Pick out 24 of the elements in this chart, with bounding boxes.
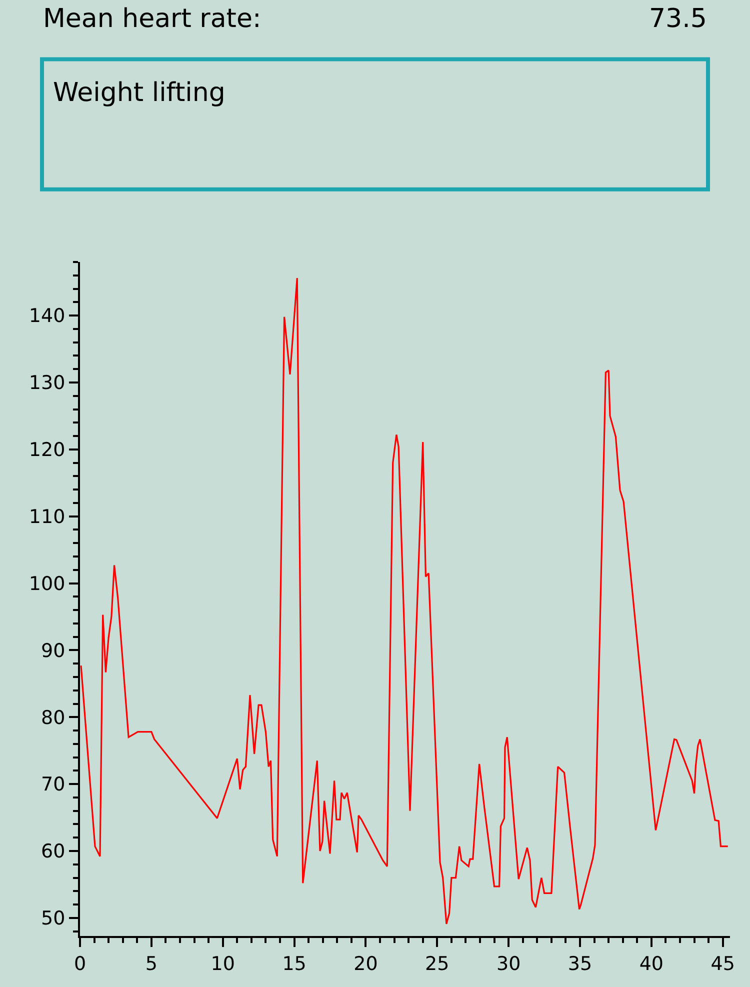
y-tick-label: 80 — [41, 706, 66, 729]
text: Weight lifting — [53, 78, 226, 108]
x-tick-label: 5 — [145, 952, 158, 975]
x-tick-label: 0 — [74, 952, 86, 975]
y-tick-label: 50 — [41, 908, 66, 930]
text: 73.5 — [649, 4, 707, 34]
y-tick-label: 90 — [41, 640, 66, 662]
line-series — [80, 277, 729, 925]
x-tick-label: 25 — [425, 952, 450, 975]
x-tick-label: 45 — [710, 952, 735, 975]
x-tick-label: 20 — [354, 952, 378, 975]
x-tick-label: 30 — [496, 952, 521, 975]
y-tick-label: 130 — [28, 372, 66, 394]
y-tick-label: 100 — [28, 572, 66, 595]
x-tick-label: 40 — [639, 952, 664, 975]
y-tick-label: 60 — [41, 840, 66, 863]
y-tick-label: 70 — [41, 774, 66, 796]
text: Mean heart rate: — [43, 4, 262, 34]
x-tick-label: 10 — [210, 952, 235, 975]
y-tick-label: 110 — [28, 506, 66, 528]
x-tick-label: 15 — [282, 952, 306, 975]
y-tick-label: 140 — [28, 305, 66, 328]
y-tick-label: 120 — [28, 439, 66, 462]
x-tick-label: 35 — [568, 952, 592, 975]
